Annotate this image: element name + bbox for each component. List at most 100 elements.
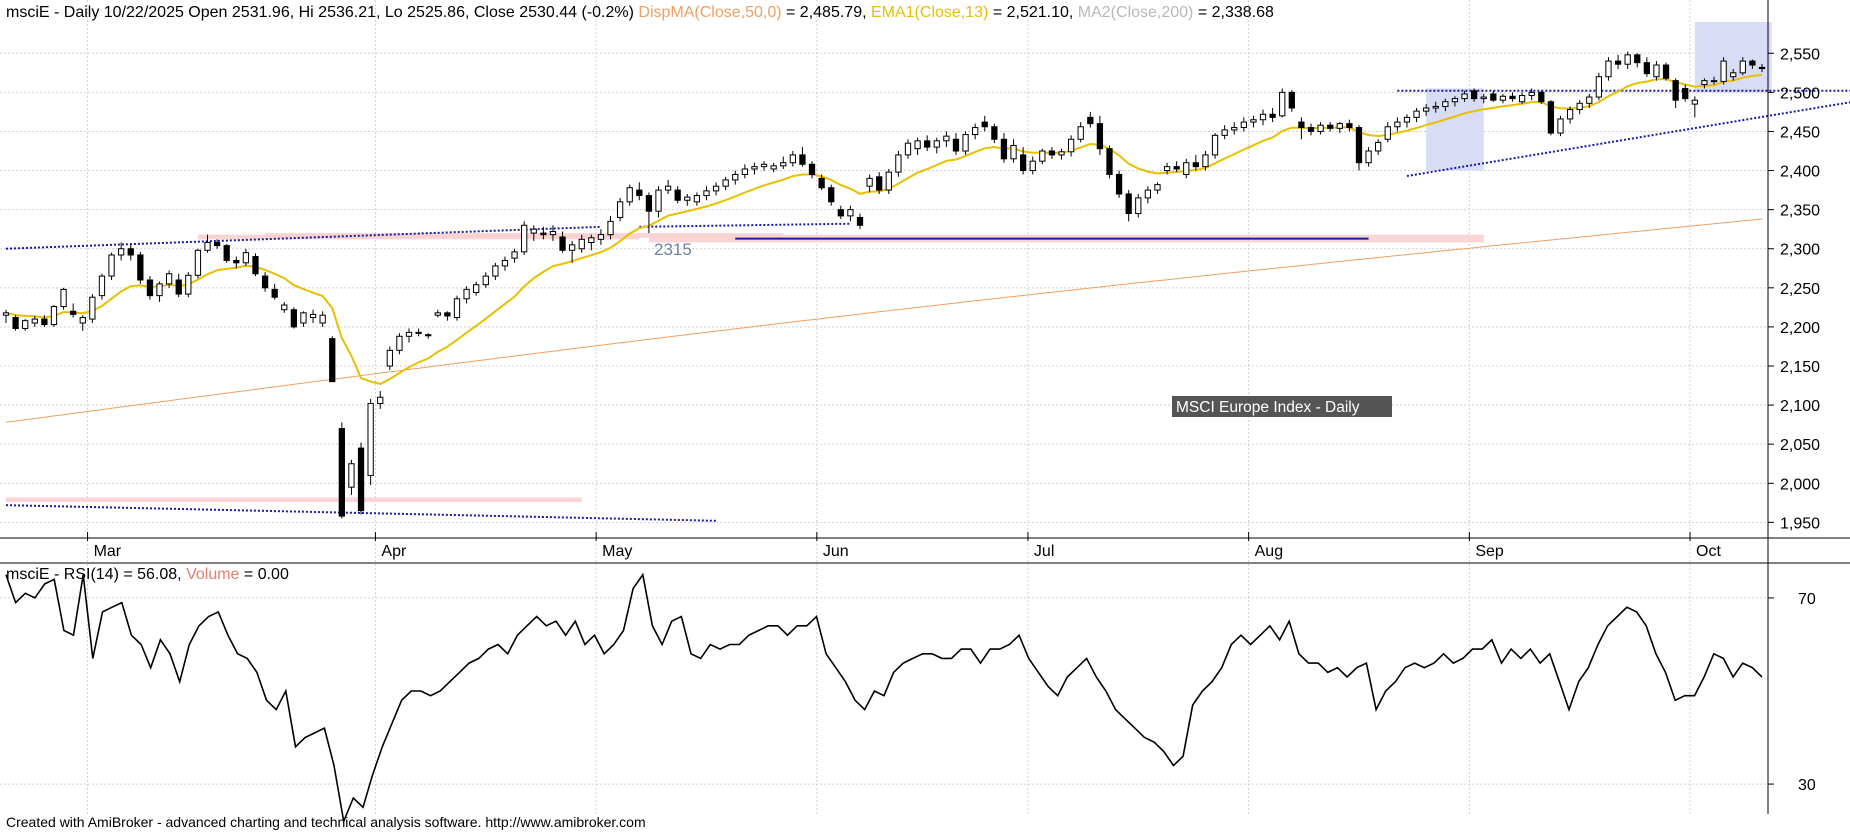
candle-body xyxy=(924,140,931,148)
candle-body xyxy=(444,312,451,317)
candle-body xyxy=(1394,121,1401,128)
candle-body xyxy=(348,463,355,488)
candle-body xyxy=(981,121,988,128)
candle-body xyxy=(1269,113,1276,118)
ma50-label: DispMA(Close,50,0) xyxy=(638,4,781,21)
rsi-header: msciE - RSI(14) = 56.08, Volume = 0.00 xyxy=(6,566,289,583)
candle-body xyxy=(885,171,892,191)
candles xyxy=(2,51,1766,519)
candle-body xyxy=(223,245,230,261)
candle-body xyxy=(1115,173,1123,195)
candle-body xyxy=(607,220,614,236)
rsi-header-prefix: msciE - RSI(14) = 56.08, xyxy=(6,566,182,583)
trendline xyxy=(1406,101,1850,178)
y-tick-label: 2,000 xyxy=(1780,476,1820,493)
candle-body xyxy=(1413,110,1420,118)
y-tick-label: 2,150 xyxy=(1780,359,1820,376)
candle-body xyxy=(847,209,854,217)
candle-body xyxy=(463,288,470,300)
candle-body xyxy=(1442,101,1449,107)
candle-body xyxy=(664,185,672,191)
candle-body xyxy=(1365,150,1372,164)
y-tick-label: 2,200 xyxy=(1780,320,1820,337)
candle-body xyxy=(1461,93,1468,100)
candle-body xyxy=(175,279,182,295)
candle-body xyxy=(559,236,566,251)
candle-body xyxy=(1566,109,1574,120)
title-box-text: MSCI Europe Index - Daily xyxy=(1176,399,1360,416)
candle-body xyxy=(1173,166,1180,170)
candle-body xyxy=(1250,119,1257,123)
rsi-y-tick-label: 70 xyxy=(1798,591,1816,608)
candle-body xyxy=(22,320,29,329)
candle-body xyxy=(434,312,441,316)
candle-body xyxy=(588,237,595,243)
candle-body xyxy=(137,254,144,281)
month-label: Jul xyxy=(1034,543,1054,560)
candle-body xyxy=(1490,93,1497,101)
candle-body xyxy=(386,349,393,367)
candle-body xyxy=(1691,99,1698,105)
title-box xyxy=(1172,396,1392,417)
candle-body xyxy=(271,288,278,298)
candle-body xyxy=(1288,91,1295,109)
candle-body xyxy=(1672,80,1679,101)
ema13-label: EMA1(Close,13) xyxy=(871,4,988,21)
ma200-value: = 2,338.68 xyxy=(1198,4,1274,21)
candle-body xyxy=(741,168,749,175)
candle-body xyxy=(732,173,739,181)
candle-body xyxy=(866,177,873,187)
candle-body xyxy=(1451,98,1459,103)
candle-body xyxy=(511,251,518,259)
y-tick-label: 2,450 xyxy=(1780,124,1820,141)
candle-body xyxy=(569,244,576,251)
candle-body xyxy=(319,314,326,324)
candle-body xyxy=(1221,129,1228,136)
candle-body xyxy=(367,403,374,476)
trendline xyxy=(639,222,851,228)
candle-body xyxy=(684,196,691,201)
candle-body xyxy=(1048,150,1056,156)
candle-body xyxy=(12,317,19,329)
candle-body xyxy=(1547,101,1555,134)
candle-body xyxy=(1327,124,1334,129)
candle-body xyxy=(521,224,528,253)
candle-body xyxy=(1605,60,1612,78)
candle-body xyxy=(501,259,509,267)
candle-body xyxy=(1125,193,1132,215)
month-label: Jun xyxy=(823,543,849,560)
candle-body xyxy=(1192,162,1199,168)
candle-body xyxy=(837,209,844,217)
candle-body xyxy=(1202,154,1209,168)
candle-body xyxy=(281,304,288,311)
candle-body xyxy=(1259,113,1267,121)
candle-body xyxy=(1240,121,1247,129)
candle-body xyxy=(770,165,777,170)
month-label: Aug xyxy=(1255,543,1283,560)
candle-body xyxy=(1480,96,1487,100)
candle-body xyxy=(1279,91,1286,117)
y-tick-label: 2,550 xyxy=(1780,46,1820,63)
candle-body xyxy=(962,134,969,152)
candle-body xyxy=(1384,126,1391,140)
candle-body xyxy=(626,187,633,203)
candle-body xyxy=(578,238,585,250)
candle-body xyxy=(2,312,10,316)
candle-body xyxy=(473,284,480,294)
candle-body xyxy=(146,279,154,297)
candle-body xyxy=(722,179,729,187)
candle-body xyxy=(1710,80,1718,83)
month-label: Apr xyxy=(381,543,407,560)
candle-body xyxy=(914,140,921,150)
candle-body xyxy=(655,189,662,212)
highlight-zone xyxy=(6,497,582,503)
candle-body xyxy=(1106,148,1113,175)
month-label: Mar xyxy=(94,543,122,560)
candle-body xyxy=(808,163,816,175)
candle-body xyxy=(1298,121,1305,129)
candle-body xyxy=(1557,118,1564,134)
candle-body xyxy=(165,273,173,285)
candle-body xyxy=(1403,116,1411,123)
candle-body xyxy=(1058,151,1065,156)
